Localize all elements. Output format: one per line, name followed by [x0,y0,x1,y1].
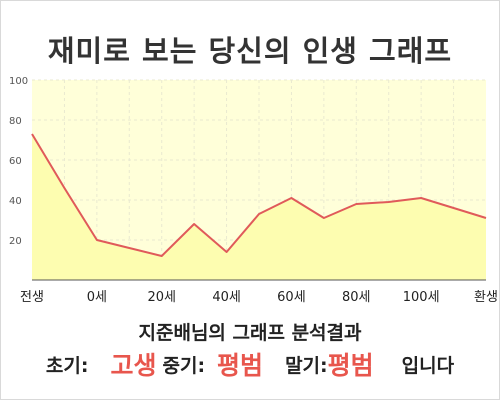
analysis-result: 초기: 고생 중기: 평범 말기: 평범 입니다 [0,346,500,382]
y-tick-label: 20 [9,236,22,247]
early-label: 초기: [45,354,89,377]
y-tick-label: 100 [9,76,28,87]
y-tick-label: 40 [9,196,22,207]
analysis-subtitle: 지준배님의 그래프 분석결과 [138,322,362,344]
y-tick-label: 80 [9,116,22,127]
x-tick-label: 20세 [147,290,176,305]
y-tick-label: 60 [9,156,22,167]
life-graph-chart: 20 40 60 80 100 전생 0세 20세 40세 60세 80세 100세 환생 [9,76,498,305]
x-tick-label: 전생 [20,290,44,305]
series-line [31,133,487,257]
x-tick-labels: 전생 0세 20세 40세 60세 80세 100세 환생 [20,290,498,305]
late-value: 평범 [327,351,374,380]
late-label: 말기: [285,354,328,377]
y-tick-labels: 20 40 60 80 100 [9,76,28,247]
middle-label: 중기: [162,354,206,377]
x-tick-label: 환생 [474,290,498,305]
x-tick-label: 100세 [403,290,440,305]
chart-title: 재미로 보는 당신의 인생 그래프 [47,34,453,68]
x-tick-label: 80세 [342,290,371,305]
result-suffix: 입니다 [401,354,455,377]
x-tick-label: 0세 [87,290,107,305]
x-tick-label: 60세 [277,290,306,305]
early-value: 고생 [110,351,157,380]
x-tick-label: 40세 [212,290,241,305]
area-fill [32,134,486,280]
middle-value: 평범 [217,351,264,380]
